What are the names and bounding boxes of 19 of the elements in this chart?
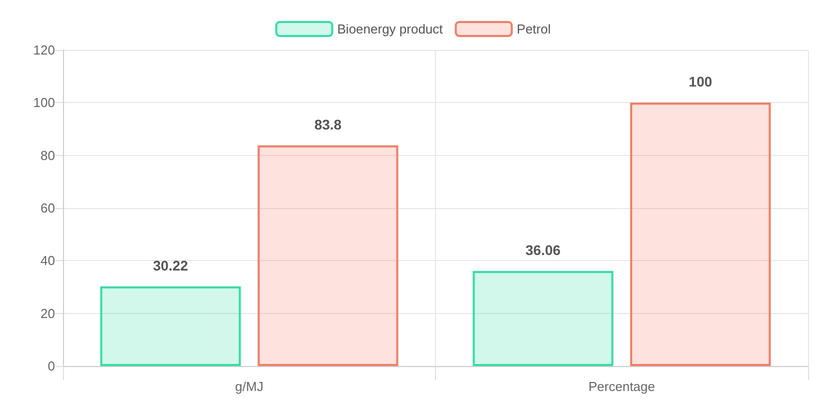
bar bbox=[472, 271, 614, 366]
y-tick-label: 0 bbox=[48, 358, 55, 374]
data-label: 83.8 bbox=[314, 116, 342, 132]
x-tick-label: g/MJ bbox=[235, 379, 264, 394]
legend-label: Petrol bbox=[516, 22, 551, 36]
x-tick-label: Percentage bbox=[588, 379, 655, 394]
bar bbox=[630, 102, 771, 366]
y-tick-label: 100 bbox=[33, 95, 55, 110]
y-tick-label: 40 bbox=[40, 253, 55, 268]
data-label: 30.22 bbox=[153, 257, 188, 274]
bar bbox=[100, 286, 241, 366]
y-tick-label: 120 bbox=[33, 42, 55, 58]
bar bbox=[258, 145, 398, 366]
y-tick-label: 20 bbox=[40, 306, 55, 321]
legend-label: Bioenergy product bbox=[337, 22, 444, 36]
y-tick-label: 60 bbox=[40, 200, 55, 216]
data-label: 100 bbox=[688, 74, 712, 90]
data-label: 36.06 bbox=[526, 242, 561, 258]
y-tick-label: 80 bbox=[40, 148, 55, 163]
